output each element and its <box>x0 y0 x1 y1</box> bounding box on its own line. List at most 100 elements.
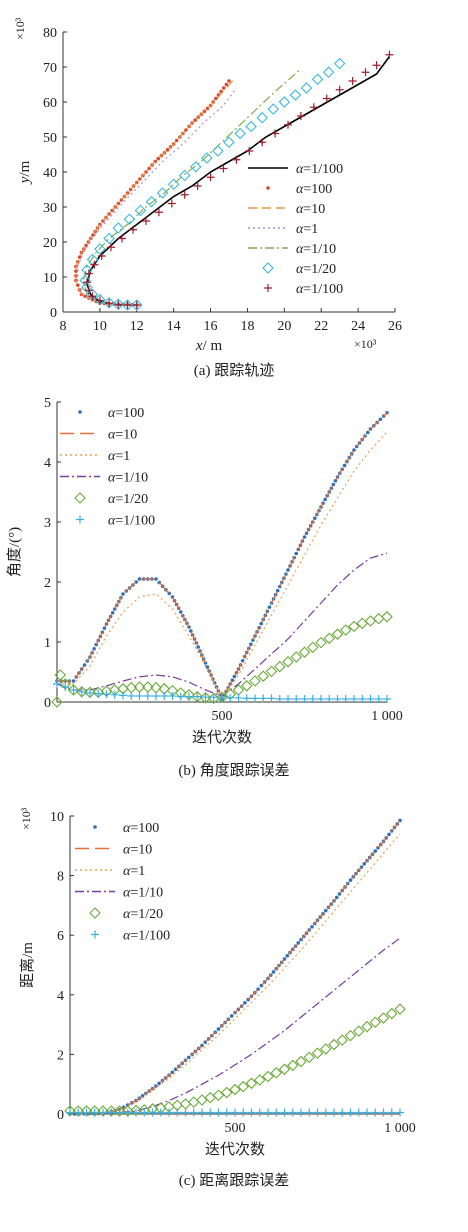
data-point <box>77 687 86 696</box>
data-point <box>346 1108 355 1117</box>
data-point <box>364 615 377 627</box>
angle-error-chart: 500 1 000 0 1 2 3 4 5 迭代次数 角度/(°) α=100 α=10 α=1 α=1/… <box>6 396 403 779</box>
data-point <box>105 299 114 308</box>
data-point <box>323 632 336 645</box>
data-point <box>289 89 302 101</box>
data-point <box>174 138 179 143</box>
y-tick-label: 60 <box>43 96 57 111</box>
data-point <box>82 663 87 667</box>
x-tick-label: 18 <box>240 319 254 334</box>
data-point <box>94 293 106 306</box>
data-point <box>112 298 125 311</box>
data-point <box>82 1108 91 1117</box>
data-point <box>273 660 286 673</box>
data-point <box>363 1108 371 1117</box>
data-point <box>379 1108 388 1117</box>
series-line <box>57 431 388 701</box>
data-point <box>90 260 99 269</box>
data-point <box>369 1016 382 1028</box>
data-point <box>180 190 189 199</box>
data-point <box>90 1108 99 1117</box>
y-tick-label: 0 <box>57 1108 64 1123</box>
data-point <box>67 684 80 696</box>
legend-sample <box>89 907 101 919</box>
legend-sample <box>76 515 84 524</box>
data-point <box>280 1108 289 1117</box>
data-point <box>84 269 93 278</box>
data-point <box>366 695 375 703</box>
data-point <box>69 686 78 694</box>
data-point <box>282 656 294 668</box>
data-point <box>110 610 115 615</box>
data-point <box>385 1007 398 1020</box>
legend-sample <box>266 186 270 190</box>
data-point <box>181 1108 190 1117</box>
data-point <box>145 195 158 208</box>
data-point <box>189 629 193 633</box>
data-point <box>245 1077 258 1090</box>
series-line <box>77 87 237 306</box>
data-point <box>338 1108 347 1117</box>
data-point <box>81 281 93 294</box>
data-point <box>234 127 246 140</box>
legend-label: α=1 <box>108 449 130 464</box>
series-line <box>82 70 300 306</box>
data-point <box>132 301 141 309</box>
x-axis-label: 迭代次数 <box>192 729 252 746</box>
data-point <box>123 301 132 309</box>
data-point <box>201 152 213 164</box>
data-point <box>295 1055 307 1068</box>
y-tick-label: 6 <box>57 929 64 944</box>
data-point <box>84 686 96 699</box>
data-point <box>396 1108 404 1117</box>
data-point <box>313 516 317 521</box>
data-point <box>184 128 188 132</box>
data-point <box>94 689 103 698</box>
data-point <box>165 148 170 152</box>
data-point <box>140 1094 145 1098</box>
data-point <box>322 66 335 79</box>
y-tick-label: 1 <box>44 636 51 651</box>
data-point <box>245 147 254 155</box>
legend-label: α=1/10 <box>108 471 148 486</box>
data-point <box>209 693 218 702</box>
data-point <box>262 1070 274 1083</box>
x-tick-label: 24 <box>351 319 365 334</box>
legend-label: α=1/100 <box>108 514 155 529</box>
data-point <box>110 690 119 699</box>
data-point <box>258 138 267 147</box>
data-point <box>372 612 385 625</box>
legend: α=100 α=10 α=1 α=1/10 α=1/20 α=1/100 <box>60 406 155 529</box>
data-point <box>306 641 319 654</box>
data-point <box>129 225 138 234</box>
data-point <box>61 683 70 691</box>
legend-label: α=1/10 <box>123 886 163 901</box>
data-point <box>381 611 393 623</box>
data-point <box>249 675 261 687</box>
data-point <box>157 1081 161 1086</box>
data-point <box>112 222 125 234</box>
data-point <box>205 665 210 669</box>
data-point <box>206 1108 215 1117</box>
data-point <box>185 692 193 701</box>
data-point <box>51 696 63 708</box>
data-point <box>95 296 104 305</box>
data-point <box>220 1086 233 1099</box>
data-point <box>358 695 367 703</box>
data-point <box>350 695 358 703</box>
data-point <box>242 694 251 703</box>
y-tick-label: 0 <box>50 306 57 321</box>
data-point <box>219 164 228 173</box>
data-point <box>66 1108 74 1117</box>
x-tick-label: 12 <box>130 319 144 334</box>
y-tick-label: 80 <box>43 26 57 41</box>
data-point <box>371 1108 380 1117</box>
data-point <box>148 1108 157 1117</box>
series-6 <box>82 50 394 309</box>
data-point <box>119 691 127 700</box>
x-tick-label: 14 <box>167 319 181 334</box>
data-point <box>168 692 177 700</box>
data-point <box>309 103 318 112</box>
y-tick-label: 10 <box>50 810 64 825</box>
data-point <box>296 112 305 120</box>
